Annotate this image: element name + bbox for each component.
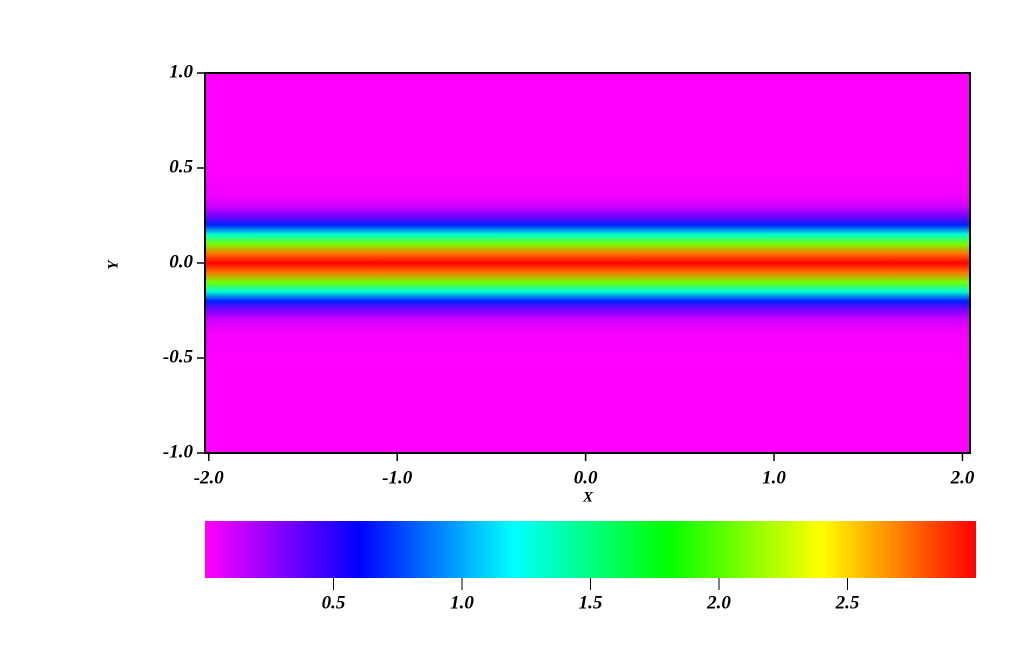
colorbar-tick-label: 0.5 <box>322 592 346 613</box>
y-tick-label: 0.0 <box>169 251 193 272</box>
colorbar-tick-label: 2.0 <box>706 592 731 613</box>
y-axis-label: Y <box>105 259 121 270</box>
heatmap <box>205 73 970 453</box>
y-tick-label: 0.5 <box>169 156 193 177</box>
colorbar-tick-label: 1.0 <box>450 592 474 613</box>
x-tick-label: 0.0 <box>574 467 598 488</box>
x-tick-label: 2.0 <box>950 467 975 488</box>
x-tick-label: -2.0 <box>194 467 225 488</box>
colorbar-tick-label: 2.5 <box>835 592 860 613</box>
x-tick-label: -1.0 <box>382 467 413 488</box>
colorbar-tick-label: 1.5 <box>579 592 603 613</box>
colorbar <box>205 521 976 578</box>
y-tick-label: -1.0 <box>163 441 194 462</box>
y-tick-label: -0.5 <box>163 346 194 367</box>
y-tick-label: 1.0 <box>169 61 193 82</box>
x-tick-label: 1.0 <box>762 467 786 488</box>
x-axis-label: X <box>582 489 594 505</box>
